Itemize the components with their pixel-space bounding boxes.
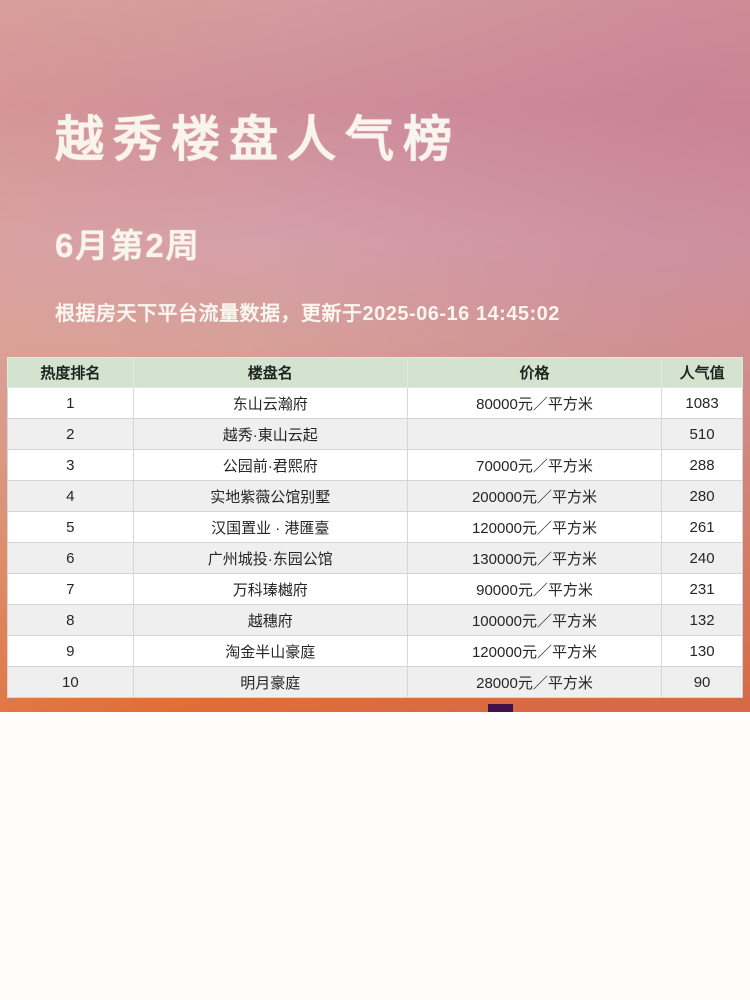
table-row: 9 淘金半山豪庭 120000元／平方米 130	[7, 635, 743, 667]
cell-price: 28000元／平方米	[406, 666, 663, 698]
cell-price: 90000元／平方米	[406, 573, 663, 605]
table-row: 4 实地紫薇公馆别墅 200000元／平方米 280	[7, 480, 743, 512]
cell-rank: 4	[7, 480, 134, 512]
cell-rank: 9	[7, 635, 134, 667]
cell-name: 越秀·東山云起	[132, 418, 408, 450]
week-subtitle: 6月第2周	[55, 227, 201, 264]
cell-popularity: 130	[661, 635, 743, 667]
ranking-table-container: 热度排名 楼盘名 价格 人气值 1 东山云瀚府 80000元／平方米 10 8 3 …	[7, 357, 743, 698]
cell-name: 淘金半山豪庭	[132, 635, 408, 667]
header-popularity: 人气值	[661, 357, 743, 388]
data-source-note: 根据房天下平台流量数据，更新于2025-06-16 14:45:02	[55, 303, 560, 325]
ranking-table: 热度排名 楼盘名 价格 人气值 1 东山云瀚府 80000元／平方米 10 8 3 …	[7, 357, 743, 698]
cell-name: 万科瑧樾府	[132, 573, 408, 605]
cell-name: 实地紫薇公馆别墅	[132, 480, 408, 512]
cell-popularity: 231	[661, 573, 743, 605]
table-row: 5 汉国置业 · 港匯臺 120000元／平方米 261	[7, 511, 743, 543]
cell-price: 70000元／平方米	[406, 449, 663, 481]
header-name: 楼盘名	[132, 357, 408, 388]
cell-price: 120000元／平方米	[406, 635, 663, 667]
table-row: 10 明月豪庭 28000元／平方米 90	[7, 666, 743, 698]
cell-name: 东山云瀚府	[132, 387, 408, 419]
table-row: 7 万科瑧樾府 90000元／平方米 231	[7, 573, 743, 605]
cell-rank: 8	[7, 604, 134, 636]
cell-rank: 2	[7, 418, 134, 450]
cell-popularity: 240	[661, 542, 743, 574]
cell-price: 200000元／平方米	[406, 480, 663, 512]
table-row: 1 东山云瀚府 80000元／平方米 1083	[7, 387, 743, 419]
cell-rank: 6	[7, 542, 134, 574]
cell-rank: 10	[7, 666, 134, 698]
cell-name: 明月豪庭	[132, 666, 408, 698]
table-header-row: 热度排名 楼盘名 价格 人气值	[7, 357, 743, 388]
table-row: 8 越穗府 100000元／平方米 132	[7, 604, 743, 636]
cell-rank: 3	[7, 449, 134, 481]
table-row: 6 广州城投·东园公馆 130000元／平方米 240	[7, 542, 743, 574]
cell-price: 120000元／平方米	[406, 511, 663, 543]
table-body: 1 东山云瀚府 80000元／平方米 1083 2 越秀·東山云起 510 3 …	[7, 387, 743, 698]
cell-rank: 7	[7, 573, 134, 605]
bottom-purple-notch	[488, 704, 513, 712]
cell-popularity: 90	[661, 666, 743, 698]
page-title: 越秀楼盘人气榜	[55, 113, 462, 167]
cell-rank: 5	[7, 511, 134, 543]
cell-popularity: 261	[661, 511, 743, 543]
cell-price	[406, 418, 663, 450]
cell-popularity: 1083	[661, 387, 743, 419]
table-row: 3 公园前·君熙府 70000元／平方米 288	[7, 449, 743, 481]
cell-rank: 1	[7, 387, 134, 419]
header-rank: 热度排名	[7, 357, 134, 388]
cell-popularity: 288	[661, 449, 743, 481]
cell-name: 广州城投·东园公馆	[132, 542, 408, 574]
header-price: 价格	[406, 357, 663, 388]
table-header: 热度排名 楼盘名 价格 人气值	[7, 357, 743, 388]
cell-price: 100000元／平方米	[406, 604, 663, 636]
cell-name: 汉国置业 · 港匯臺	[132, 511, 408, 543]
cell-popularity: 280	[661, 480, 743, 512]
poster-background: 越秀楼盘人气榜 6月第2周 根据房天下平台流量数据，更新于2025-06-16 …	[0, 0, 750, 712]
blank-footer-area	[0, 712, 750, 1000]
cell-name: 越穗府	[132, 604, 408, 636]
cell-price: 130000元／平方米	[406, 542, 663, 574]
cell-name: 公园前·君熙府	[132, 449, 408, 481]
cell-popularity: 132	[661, 604, 743, 636]
cell-price: 80000元／平方米	[406, 387, 663, 419]
cell-popularity: 510	[661, 418, 743, 450]
table-row: 2 越秀·東山云起 510	[7, 418, 743, 450]
